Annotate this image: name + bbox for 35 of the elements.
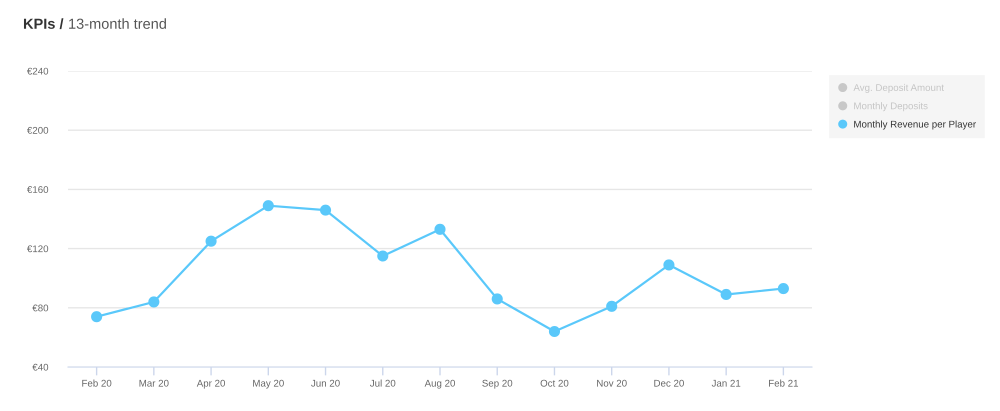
point bbox=[548, 326, 560, 338]
y-tick-label: €200 bbox=[27, 126, 48, 134]
x-tick-label: Oct 20 bbox=[540, 380, 568, 387]
legend-label: Monthly Revenue per Player bbox=[854, 120, 976, 130]
x-tick-label: Dec 20 bbox=[654, 380, 684, 387]
y-tick-label: €120 bbox=[27, 245, 48, 252]
point bbox=[434, 224, 446, 235]
y-tick-label: €80 bbox=[32, 304, 48, 312]
x-tick-label: Aug 20 bbox=[424, 380, 456, 389]
x-tick-label: Jan 21 bbox=[712, 380, 740, 387]
x-tick-label: Jun 20 bbox=[311, 380, 340, 387]
point bbox=[377, 250, 388, 262]
x-tick-label: May 20 bbox=[253, 380, 284, 389]
x-tick-label: Jul 20 bbox=[370, 380, 396, 387]
x-tick-label: Sep 20 bbox=[482, 380, 512, 389]
y-tick-label: €160 bbox=[27, 186, 48, 194]
x-tick-label: Apr 20 bbox=[196, 380, 226, 389]
y-tick-label: €40 bbox=[32, 364, 48, 371]
point bbox=[720, 288, 732, 300]
point bbox=[148, 296, 160, 308]
x-tick-label: Mar 20 bbox=[140, 380, 169, 387]
point bbox=[778, 283, 789, 294]
point bbox=[606, 300, 618, 312]
x-tick-label: Feb 20 bbox=[82, 380, 112, 387]
chart-title: KPIs / bbox=[24, 18, 64, 30]
y-tick-label: €240 bbox=[27, 68, 48, 75]
point bbox=[206, 236, 217, 247]
x-tick-label: Feb 21 bbox=[769, 380, 798, 387]
point bbox=[91, 311, 102, 322]
point bbox=[262, 200, 274, 212]
chart-subtitle: 13-month trend bbox=[69, 18, 166, 29]
point bbox=[492, 293, 503, 304]
x-tick-label: Nov 20 bbox=[597, 380, 627, 387]
point bbox=[663, 259, 674, 270]
point bbox=[320, 204, 332, 216]
